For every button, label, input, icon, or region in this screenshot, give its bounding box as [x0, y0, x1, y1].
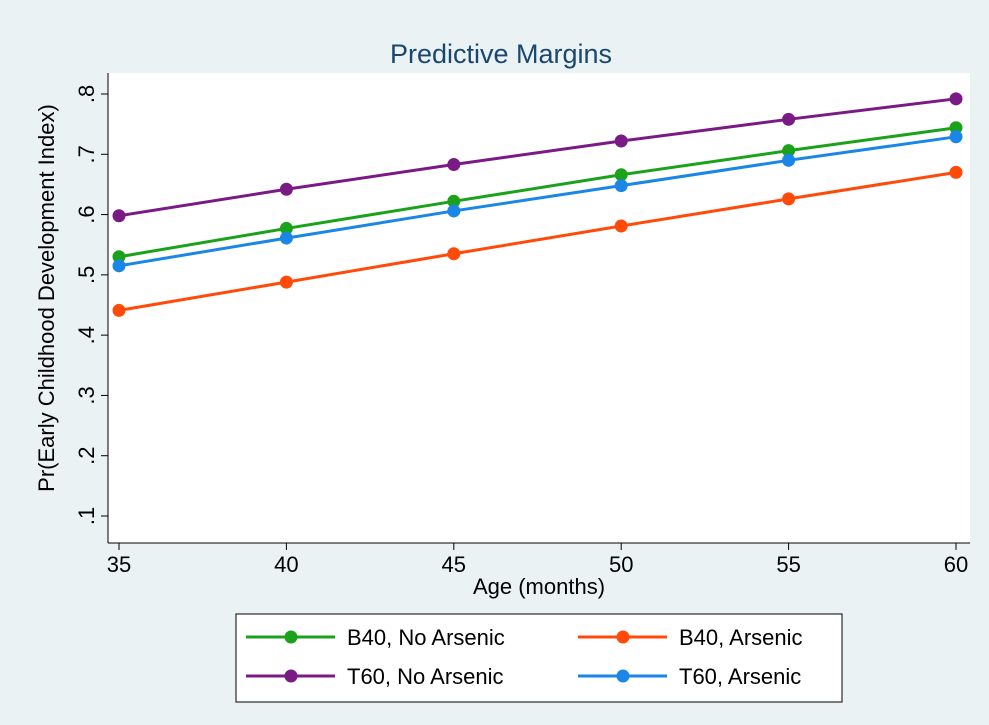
data-point	[112, 250, 126, 264]
y-tick-label: .1	[74, 507, 99, 525]
data-point	[112, 259, 126, 273]
legend-item: B40, Arsenic	[578, 625, 803, 650]
y-axis-label: Pr(Early Childhood Development Index)	[34, 104, 59, 492]
data-point	[949, 165, 963, 179]
series-line	[118, 126, 957, 259]
data-point	[112, 303, 126, 317]
data-point	[112, 209, 126, 223]
legend-label: B40, No Arsenic	[347, 625, 505, 650]
legend-label: T60, Arsenic	[679, 664, 801, 689]
y-tick-label: .6	[74, 205, 99, 223]
x-tick-label: 55	[776, 552, 800, 577]
legend-item: B40, No Arsenic	[246, 625, 505, 650]
chart-title: Predictive Margins	[390, 39, 612, 69]
data-point	[782, 153, 796, 167]
legend-swatch-marker	[616, 669, 630, 683]
data-point	[447, 247, 461, 261]
legend-label: T60, No Arsenic	[347, 664, 504, 689]
legend-label: B40, Arsenic	[679, 625, 803, 650]
x-tick-label: 40	[274, 552, 298, 577]
y-tick-label: .4	[74, 326, 99, 344]
data-point	[782, 144, 796, 158]
series-line	[118, 135, 957, 268]
data-point	[614, 134, 628, 148]
legend-swatch-marker	[616, 630, 630, 644]
y-tick-label: .8	[74, 85, 99, 103]
data-point	[279, 221, 293, 235]
legend-box	[235, 613, 843, 703]
x-tick-label: 60	[944, 552, 968, 577]
data-point	[614, 219, 628, 233]
data-point	[614, 179, 628, 193]
y-tick-label: .3	[74, 386, 99, 404]
x-axis-label: Age (months)	[473, 574, 605, 599]
series-t60-no-arsenic	[112, 92, 963, 223]
series-b40-no-arsenic	[112, 121, 963, 264]
data-point	[949, 92, 963, 106]
series-t60-arsenic	[112, 130, 963, 273]
data-point	[949, 121, 963, 135]
legend-swatch-marker	[284, 630, 298, 644]
legend-item: T60, No Arsenic	[246, 664, 504, 689]
data-point	[614, 168, 628, 182]
x-tick-label: 35	[107, 552, 131, 577]
data-point	[447, 204, 461, 218]
y-tick-label: .5	[74, 266, 99, 284]
data-point	[949, 130, 963, 144]
series-line	[118, 97, 957, 218]
series-line	[118, 170, 957, 312]
data-point	[279, 275, 293, 289]
legend-swatch-marker	[284, 669, 298, 683]
data-point	[782, 192, 796, 206]
legend-item: T60, Arsenic	[578, 664, 801, 689]
y-tick-label: .7	[74, 145, 99, 163]
y-tick-label: .2	[74, 447, 99, 465]
data-point	[447, 158, 461, 172]
series-b40-arsenic	[112, 165, 963, 317]
data-point	[279, 231, 293, 245]
x-tick-label: 50	[609, 552, 633, 577]
data-point	[279, 182, 293, 196]
data-point	[782, 112, 796, 126]
x-tick-label: 45	[442, 552, 466, 577]
data-point	[447, 194, 461, 208]
